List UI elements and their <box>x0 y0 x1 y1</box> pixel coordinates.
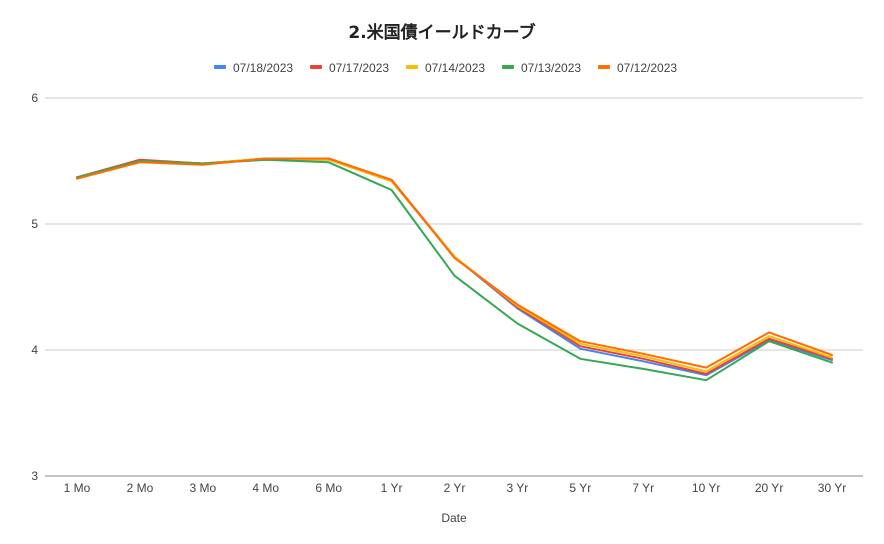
x-tick-label: 3 Yr <box>507 481 529 495</box>
chart-title: 2.米国債イールドカーブ <box>348 22 535 43</box>
x-tick-label: 2 Mo <box>127 481 154 495</box>
x-axis-title: Date <box>441 511 467 525</box>
legend-swatch <box>310 65 322 69</box>
series-line-07/17/2023 <box>76 157 833 375</box>
legend-label: 07/18/2023 <box>233 61 293 75</box>
x-axis-ticks: 1 Mo 2 Mo 3 Mo 4 Mo 6 Mo 1 Yr 2 Yr 3 Yr 5 Yr 7 Yr… <box>64 481 847 495</box>
x-tick-label: 5 Yr <box>569 481 591 495</box>
legend-item: 07/17/2023 <box>310 61 389 75</box>
x-tick-label: 20 Yr <box>755 481 783 495</box>
x-tick-label: 10 Yr <box>692 481 720 495</box>
legend-item: 07/12/2023 <box>598 61 677 75</box>
x-tick-label: 1 Mo <box>64 481 91 495</box>
x-tick-label: 30 Yr <box>818 481 846 495</box>
series-line-07/12/2023 <box>76 157 833 369</box>
legend-swatch <box>406 65 418 69</box>
x-tick-label: 3 Mo <box>189 481 216 495</box>
legend-swatch <box>214 65 226 69</box>
series-line-07/14/2023 <box>76 157 833 373</box>
legend-swatch <box>598 65 610 69</box>
series-line-07/18/2023 <box>76 158 833 377</box>
y-tick-label: 4 <box>31 343 38 357</box>
x-tick-label: 7 Yr <box>632 481 654 495</box>
x-tick-label: 2 Yr <box>444 481 466 495</box>
y-axis-ticks: 3 4 5 6 <box>31 91 38 483</box>
x-tick-label: 6 Mo <box>315 481 342 495</box>
y-tick-label: 5 <box>31 217 38 231</box>
y-tick-label: 3 <box>31 469 38 483</box>
x-tick-label: 4 Mo <box>252 481 279 495</box>
legend-item: 07/13/2023 <box>502 61 581 75</box>
legend-item: 07/14/2023 <box>406 61 485 75</box>
series-lines <box>76 157 833 382</box>
legend-item: 07/18/2023 <box>214 61 293 75</box>
gridlines <box>45 97 863 477</box>
y-tick-label: 6 <box>31 91 38 105</box>
legend-label: 07/17/2023 <box>329 61 389 75</box>
legend-swatch <box>502 65 514 69</box>
legend-label: 07/12/2023 <box>617 61 677 75</box>
series-line-07/13/2023 <box>76 158 833 382</box>
legend: 07/18/2023 07/17/2023 07/14/2023 07/13/2023… <box>214 61 677 75</box>
legend-label: 07/14/2023 <box>425 61 485 75</box>
x-tick-label: 1 Yr <box>381 481 403 495</box>
legend-label: 07/13/2023 <box>521 61 581 75</box>
